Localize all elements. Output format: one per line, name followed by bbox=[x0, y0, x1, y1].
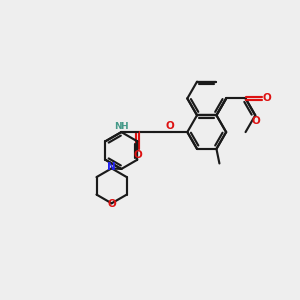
Text: O: O bbox=[166, 121, 174, 131]
Text: N: N bbox=[115, 122, 122, 130]
Text: O: O bbox=[252, 116, 261, 126]
Text: H: H bbox=[121, 122, 128, 130]
Text: O: O bbox=[134, 150, 142, 160]
Text: O: O bbox=[263, 94, 272, 103]
Text: N: N bbox=[107, 162, 116, 172]
Text: O: O bbox=[107, 199, 116, 209]
